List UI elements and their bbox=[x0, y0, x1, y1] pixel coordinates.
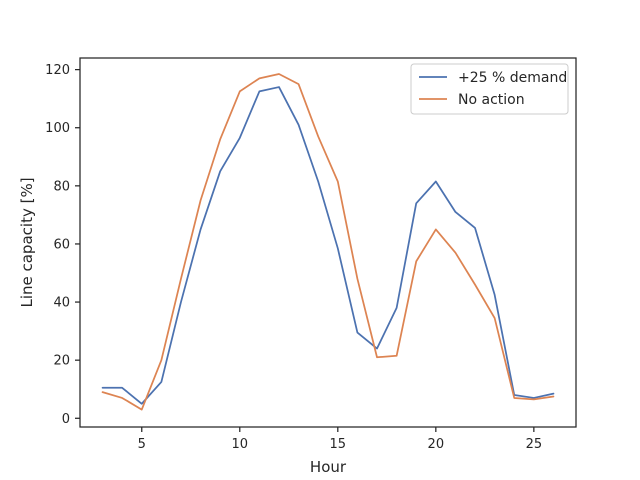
y-axis: 0 20 40 60 80 100 120 bbox=[45, 63, 80, 427]
x-tick-label: 25 bbox=[526, 437, 543, 452]
x-axis-label: Hour bbox=[310, 458, 347, 476]
x-axis: 5 10 15 20 25 bbox=[138, 427, 543, 452]
y-tick-label: 0 bbox=[62, 412, 70, 427]
x-tick-label: 10 bbox=[232, 437, 249, 452]
y-tick-label: 40 bbox=[53, 296, 70, 311]
x-tick-label: 5 bbox=[138, 437, 146, 452]
series-line-2 bbox=[101, 73, 555, 411]
axes-frame bbox=[79, 57, 577, 428]
legend-label: +25 % demand bbox=[458, 70, 567, 86]
x-tick-label: 15 bbox=[330, 437, 347, 452]
y-tick-label: 20 bbox=[53, 354, 70, 369]
legend: +25 % demand No action bbox=[410, 63, 569, 115]
legend-label: No action bbox=[458, 92, 525, 108]
x-tick-label: 20 bbox=[428, 437, 445, 452]
y-tick-label: 60 bbox=[53, 237, 70, 252]
y-tick-label: 100 bbox=[45, 121, 70, 136]
y-tick-label: 80 bbox=[53, 179, 70, 194]
y-tick-label: 120 bbox=[45, 63, 70, 78]
series-line-1 bbox=[101, 86, 555, 405]
y-axis-label: Line capacity [%] bbox=[18, 177, 36, 307]
plot-area bbox=[101, 73, 555, 411]
legend-box bbox=[410, 63, 569, 115]
